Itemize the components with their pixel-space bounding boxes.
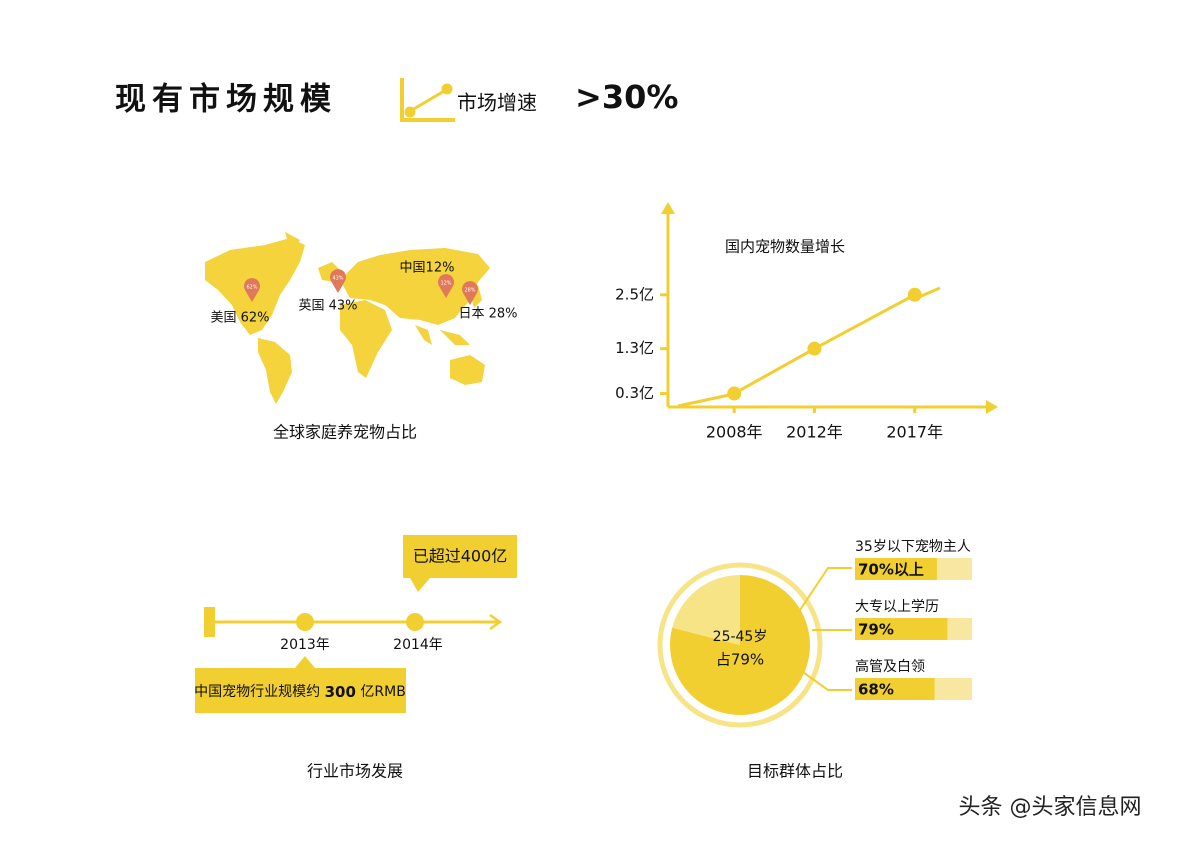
point	[907, 287, 922, 302]
pie-center-label: 25-45岁	[713, 629, 768, 645]
y-tick-label: 2.5亿	[615, 285, 654, 303]
x-tick-label: 2017年	[886, 423, 943, 442]
bar	[855, 558, 937, 580]
bar	[855, 618, 948, 640]
bar-label: 高管及白领	[855, 658, 925, 675]
watermark: 头条 @头家信息网	[959, 795, 1142, 820]
marker-label: 美国 62%	[210, 311, 269, 326]
line	[733, 293, 916, 395]
event-year: 2013年	[280, 637, 330, 653]
bar-value-label: 68%	[858, 681, 894, 699]
note-number: 300	[325, 683, 356, 701]
bar	[855, 678, 935, 700]
subtitle: 市场增速	[457, 91, 537, 115]
event-note: 已超过400亿	[413, 547, 508, 566]
map-pin	[462, 281, 478, 305]
timeline-axis	[195, 535, 517, 713]
axes	[661, 202, 998, 414]
world-map	[205, 232, 490, 404]
bar-label: 35岁以下宠物主人	[855, 539, 971, 555]
highlight: >30%	[575, 78, 678, 116]
marker-label: 日本 28%	[458, 307, 517, 322]
marker-label: 英国 43%	[298, 299, 357, 314]
event-year: 2014年	[393, 637, 443, 653]
pin-label: 28%	[464, 288, 475, 294]
event-note: 中国宠物行业规模约 300 亿RMB	[194, 683, 406, 701]
pie-slice	[669, 575, 811, 716]
pin-label: 12%	[440, 281, 451, 287]
note-text: 亿RMB	[360, 684, 405, 700]
map-pin	[438, 274, 454, 298]
pie-center-value: 占79%	[716, 651, 764, 669]
map-pin	[244, 278, 260, 302]
marker-label: 中国12%	[400, 261, 455, 276]
chart-title: 国内宠物数量增长	[725, 238, 845, 256]
bar-label: 大专以上学历	[855, 599, 939, 615]
audience-caption: 目标群体占比	[747, 762, 843, 781]
bar-value-label: 79%	[858, 621, 894, 639]
pie-slice	[672, 575, 740, 645]
pin-label: 43%	[332, 276, 343, 282]
point	[727, 386, 742, 401]
map-pin	[329, 269, 346, 293]
timeline-caption: 行业市场发展	[307, 762, 403, 781]
pie-ring	[657, 562, 823, 728]
y-tick-label: 0.3亿	[615, 384, 654, 402]
page-title: 现有市场规模	[115, 82, 337, 118]
bar-value-label: 70%以上	[858, 561, 924, 579]
map-caption: 全球家庭养宠物占比	[273, 423, 417, 442]
growth-icon	[400, 78, 455, 122]
x-tick-label: 2012年	[786, 423, 843, 442]
note-text: 中国宠物行业规模约	[194, 684, 320, 700]
x-tick-label: 2008年	[706, 423, 763, 442]
pie	[669, 575, 811, 716]
point	[807, 341, 822, 356]
pin-label: 62%	[246, 285, 257, 291]
connectors	[799, 567, 852, 691]
y-tick-label: 1.3亿	[615, 339, 654, 357]
